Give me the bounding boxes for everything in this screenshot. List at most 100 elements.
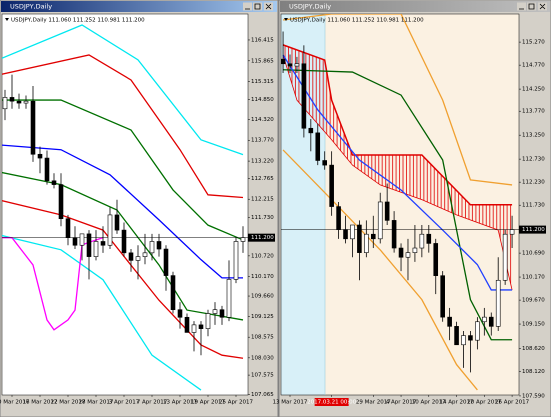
candle-body: [322, 160, 328, 166]
candle-body: [163, 248, 169, 276]
candle-body: [72, 237, 78, 246]
candle-body: [128, 252, 134, 261]
cloud-upper: [282, 44, 513, 206]
y-tick-label: 109.150: [522, 322, 545, 328]
y-tick-label: 110.690: [522, 251, 545, 257]
candle-body: [135, 256, 141, 261]
y-tick-label: 108.620: [522, 346, 545, 352]
x-tick-label: 26 Apr 2017: [495, 400, 530, 406]
candle-body: [398, 247, 404, 258]
candle-body: [377, 201, 383, 240]
candle-body: [149, 241, 155, 254]
y-tick-label: 113.220: [251, 159, 274, 165]
indicator-line: [2, 99, 244, 241]
candle-body: [37, 153, 43, 159]
candle-body: [301, 63, 307, 129]
candle-body: [44, 157, 50, 182]
price-label: 111.200: [251, 235, 274, 241]
candle-body: [51, 180, 57, 185]
candle-body: [308, 127, 314, 134]
candle-body: [142, 252, 148, 257]
y-tick-label: 111.730: [251, 215, 274, 221]
indicator-line: [282, 54, 513, 291]
candle-body: [121, 229, 127, 254]
y-tick-label: 113.770: [251, 138, 274, 144]
candle-body: [177, 309, 183, 318]
x-tick-label: 10 Mar 2017: [0, 400, 30, 406]
y-tick-label: 108.120: [522, 369, 545, 375]
candle-body: [219, 309, 225, 318]
candle-body: [329, 164, 334, 207]
x-tick-label: 22 Mar 2017: [51, 400, 86, 406]
y-tick-label: 112.215: [251, 197, 274, 203]
chart-pane[interactable]: [1, 13, 249, 396]
candle-body: [9, 97, 15, 102]
x-tick-label: 29 Mar 2017: [356, 400, 391, 406]
indicator-line: [282, 149, 478, 391]
x-tick-label: 13 Apr 2017: [163, 400, 198, 406]
candle-body: [79, 233, 85, 246]
y-tick-label: 116.415: [251, 37, 274, 43]
candle-body: [205, 313, 211, 329]
candle-body: [191, 324, 197, 333]
window-buttons[interactable]: [517, 2, 547, 11]
title-bar[interactable]: [1, 1, 277, 12]
indicator-line: [282, 14, 513, 186]
candle-body: [433, 243, 439, 276]
candle-body: [2, 97, 8, 110]
window-buttons[interactable]: [243, 2, 273, 11]
candle-body: [184, 316, 190, 333]
y-tick-label: 111.730: [522, 203, 545, 209]
y-tick-label: 109.670: [522, 298, 545, 304]
y-tick-label: 107.065: [251, 392, 274, 398]
candle-body: [16, 100, 22, 104]
candle-body: [233, 241, 239, 280]
y-tick-label: 114.250: [522, 87, 545, 93]
price-label: 111.200: [522, 227, 545, 233]
plot-area: [281, 14, 519, 391]
y-tick-label: 112.730: [522, 157, 545, 163]
price-label-box: [519, 225, 546, 234]
window-title: USDJPY,Daily: [289, 3, 331, 11]
candle-body: [357, 224, 362, 253]
x-tick-label: 14 Apr 2017: [440, 400, 475, 406]
title-bar[interactable]: [280, 1, 550, 12]
chart-info: USDJPY,Daily 111.060 111.252 110.981 111…: [11, 18, 145, 24]
y-tick-label: 114.320: [251, 117, 274, 123]
plot-area: [2, 24, 248, 391]
y-tick-label: 107.590: [522, 393, 545, 399]
x-tick-label: 10 Apr 2017: [412, 400, 447, 406]
candle-body: [370, 233, 376, 240]
candle-body: [23, 100, 29, 104]
candle-body: [468, 335, 473, 341]
candle-body: [107, 214, 113, 246]
candle-body: [240, 237, 246, 242]
x-tick-label: 4 Apr 2017: [386, 400, 417, 406]
candle-body: [294, 63, 300, 67]
candle-body: [156, 241, 162, 250]
candle-body: [93, 241, 99, 257]
indicator-line: [2, 24, 244, 156]
cloud-fill: [283, 44, 513, 290]
candle-body: [447, 316, 452, 327]
info-icon: [5, 18, 9, 21]
candle-body: [114, 214, 120, 231]
cloud-lower: [282, 54, 513, 291]
y-tick-label: 114.770: [522, 63, 545, 69]
candle-body: [488, 316, 494, 327]
y-tick-label: 115.315: [251, 79, 274, 85]
candle-body: [482, 316, 487, 323]
y-tick-label: 109.125: [251, 314, 274, 320]
candle-body: [412, 247, 418, 253]
y-tick-label: 109.660: [251, 294, 274, 300]
indicator-line: [283, 69, 513, 341]
y-tick-label: 115.270: [522, 40, 545, 46]
x-tick-label: 20 Apr 2017: [467, 400, 502, 406]
candle-body: [384, 201, 390, 221]
candle-body: [350, 224, 355, 240]
x-tick-label: 7 Apr 2017: [137, 400, 168, 406]
candle-body: [30, 100, 36, 155]
candle-body: [86, 233, 92, 257]
